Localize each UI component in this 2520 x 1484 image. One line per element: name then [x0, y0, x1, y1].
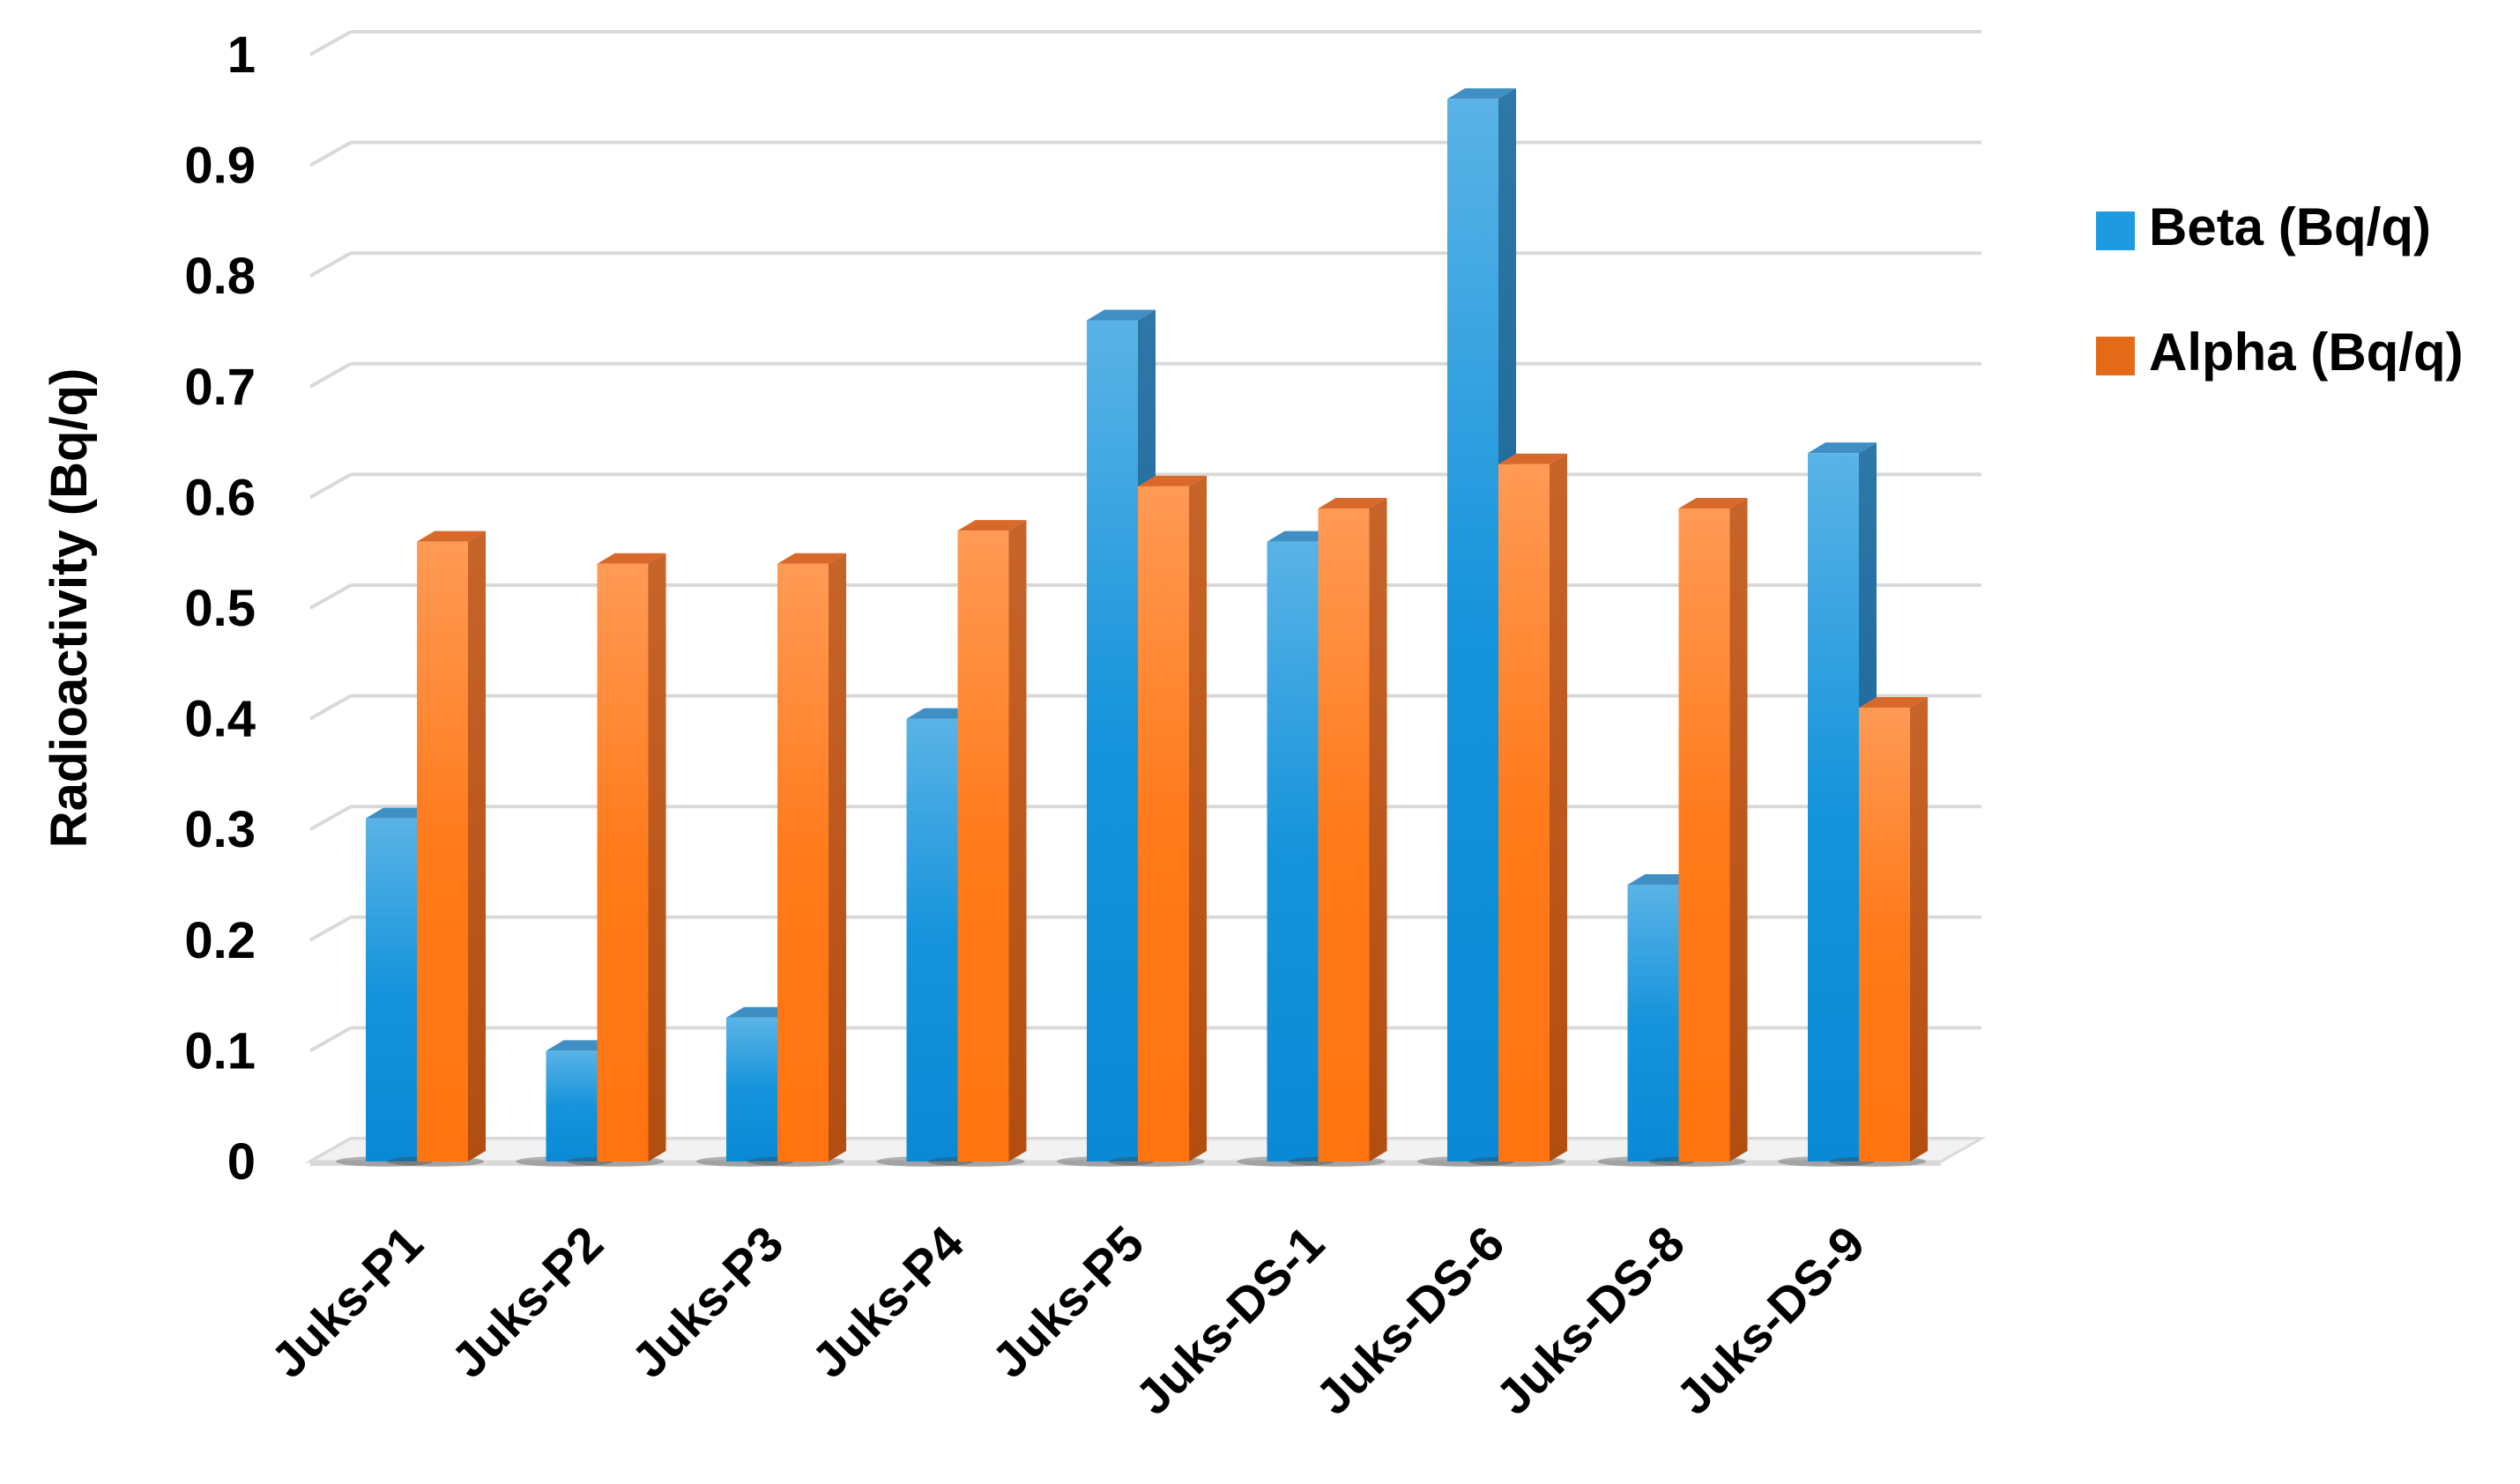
- bar-front: [1627, 885, 1679, 1161]
- bar-front: [366, 818, 417, 1161]
- bar-side: [468, 531, 486, 1161]
- legend: Beta (Bq/q) Alpha (Bq/q): [2096, 197, 2464, 382]
- bar-front: [957, 531, 1009, 1161]
- x-tick-label: Juks-P4: [801, 1215, 974, 1388]
- bar-side: [1729, 497, 1748, 1161]
- bar-top: [597, 553, 666, 564]
- bar-front: [1087, 320, 1138, 1161]
- legend-item-beta: Beta (Bq/q): [2096, 197, 2431, 256]
- y-axis-title: Radioactivity (Bq/q): [41, 368, 98, 849]
- legend-label: Alpha (Bq/q): [2149, 323, 2464, 382]
- bar-front: [726, 1017, 777, 1161]
- gridline-connector: [309, 694, 352, 721]
- y-tick-label: 0.8: [184, 248, 256, 305]
- legend-swatch: [2096, 211, 2135, 250]
- bar-front: [1498, 464, 1550, 1161]
- legend-label: Beta (Bq/q): [2149, 197, 2431, 256]
- bar-side: [1369, 497, 1387, 1161]
- bar-top: [1678, 497, 1748, 508]
- x-tick-label: Juks-DS-9: [1665, 1215, 1875, 1425]
- bar-alpha-Juks-P4: [927, 520, 1027, 1167]
- y-tick-label: 0.3: [184, 801, 256, 858]
- bar-side: [1008, 520, 1027, 1161]
- bar-alpha-Juks-P5: [1107, 475, 1207, 1167]
- bar-front: [1447, 99, 1498, 1162]
- bar-top: [777, 553, 846, 564]
- gridline-connector: [309, 805, 352, 831]
- bar-front: [1678, 508, 1730, 1161]
- y-tick-label: 0.2: [184, 912, 256, 969]
- legend-swatch: [2096, 337, 2135, 375]
- bar-front: [1859, 708, 1910, 1161]
- bar-side: [1550, 453, 1567, 1161]
- x-tick-label: Juks-P5: [981, 1215, 1154, 1388]
- bar-side: [648, 553, 666, 1161]
- y-tick-label: 0.4: [184, 691, 256, 748]
- bar-alpha-Juks-DS-1: [1288, 497, 1387, 1167]
- bar-alpha-Juks-P1: [386, 531, 486, 1167]
- x-tick-label: Juks-DS-8: [1485, 1215, 1695, 1425]
- bar-top: [1318, 497, 1387, 508]
- y-tick-label: 0.6: [184, 469, 256, 526]
- bar-alpha-Juks-P2: [567, 553, 666, 1167]
- bar-top: [1808, 442, 1877, 454]
- y-tick-label: 0.5: [184, 580, 256, 637]
- y-tick-label: 0.1: [184, 1022, 256, 1080]
- gridline-connector: [309, 472, 352, 500]
- x-tick-label: Juks-P2: [441, 1215, 613, 1388]
- bar-side: [1189, 475, 1207, 1161]
- bars: [335, 88, 1928, 1167]
- gridline-connector: [309, 1026, 352, 1053]
- bar-alpha-Juks-DS-9: [1828, 697, 1928, 1167]
- gridline-connector: [309, 362, 352, 389]
- bar-alpha-Juks-P3: [747, 553, 846, 1167]
- bar-top: [1859, 697, 1928, 709]
- bar-alpha-Juks-DS-8: [1648, 497, 1748, 1167]
- bar-front: [1808, 453, 1859, 1161]
- x-tick-label: Juks-P3: [621, 1215, 793, 1388]
- x-axis-ticks: Juks-P1 Juks-P2 Juks-P3 Juks-P4 Juks-P5Juks-…: [260, 1215, 1875, 1425]
- gridline-connector: [309, 140, 352, 167]
- bar-top: [957, 520, 1027, 531]
- y-tick-label: 1: [227, 26, 256, 84]
- bar-front: [906, 718, 958, 1161]
- bar-side: [1910, 697, 1928, 1161]
- bar-top: [417, 531, 486, 542]
- bar-front: [1267, 541, 1319, 1161]
- x-tick-label: Juks-DS-6: [1305, 1215, 1514, 1425]
- bar-side: [829, 553, 846, 1161]
- bar-front: [417, 541, 468, 1161]
- bar-front: [546, 1050, 598, 1161]
- x-tick-label: Juks-DS-1: [1125, 1215, 1334, 1425]
- y-tick-label: 0: [227, 1133, 256, 1191]
- bar-top: [1498, 453, 1567, 464]
- x-tick-label: Juks-P1: [260, 1215, 433, 1388]
- y-axis-ticks: 0 0.1 0.2 0.3 0.4 0.5 0.6 0.7 0.8 0.9 1: [184, 26, 256, 1191]
- bar-top: [1087, 309, 1156, 321]
- gridline-connector: [309, 251, 352, 278]
- y-tick-label: 0.7: [184, 359, 256, 416]
- legend-item-alpha: Alpha (Bq/q): [2096, 323, 2464, 382]
- bar-front: [777, 563, 829, 1161]
- bar-top: [1138, 475, 1207, 486]
- gridline-connector: [309, 30, 352, 56]
- bar-front: [1138, 486, 1189, 1161]
- bar-front: [1318, 508, 1370, 1161]
- bar-alpha-Juks-DS-6: [1468, 453, 1567, 1167]
- bar-top: [1447, 88, 1516, 100]
- gridline-connector: [309, 916, 352, 942]
- gridline-connector: [309, 583, 352, 610]
- bar-front: [597, 563, 649, 1161]
- y-tick-label: 0.9: [184, 137, 256, 195]
